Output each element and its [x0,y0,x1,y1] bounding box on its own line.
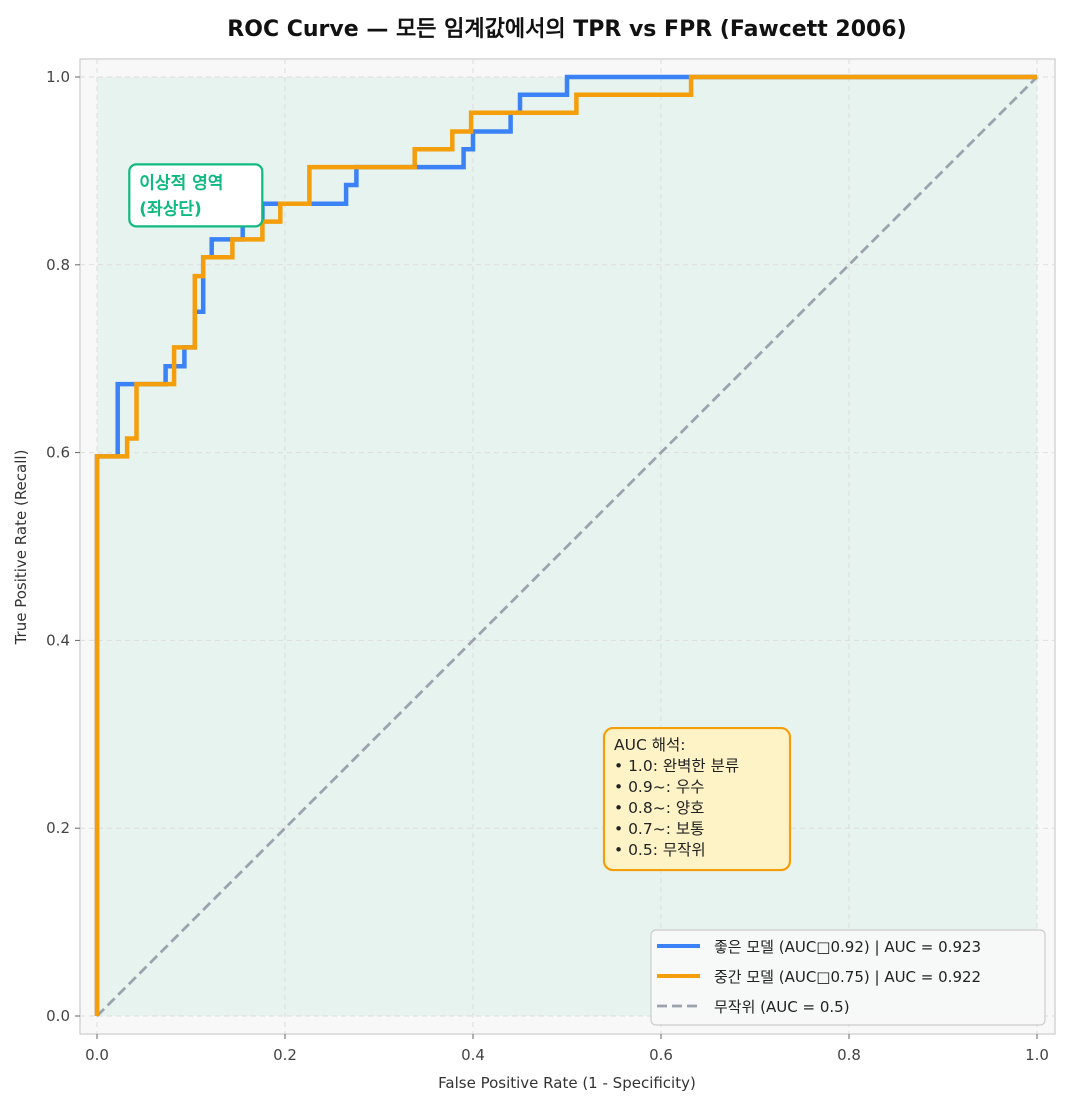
x-tick-label: 0.4 [461,1046,485,1064]
legend: 좋은 모델 (AUC□0.92) | AUC = 0.923 중간 모델 (AU… [650,929,1046,1026]
x-tick-label: 0.6 [649,1046,673,1064]
ticks: 0.0 0.0 0.2 0.2 0.4 0.4 0.6 0.6 0.8 0.8 1.0 1.0 [46,68,1049,1064]
ideal-region-line-2: (좌상단) [139,199,201,219]
auc-note-line-5: • 0.7~: 보통 [614,820,704,838]
auc-note-line-4: • 0.8~: 양호 [614,799,704,817]
auc-interpretation-note: AUC 해석: • 1.0: 완벽한 분류 • 0.9~: 우수 • 0.8~:… [602,726,792,872]
ideal-region-box [128,163,264,228]
x-tick-label: 1.0 [1025,1046,1049,1064]
auc-note-line-1: AUC 해석: [614,736,685,754]
legend-label-good-model: 좋은 모델 (AUC□0.92) | AUC = 0.923 [714,938,981,956]
y-tick-label: 0.2 [46,819,70,837]
ideal-region-line-1: 이상적 영역 [139,173,223,193]
auc-note-line-3: • 0.9~: 우수 [614,778,704,796]
chart-title: ROC Curve — 모든 임계값에서의 TPR vs FPR (Fawcet… [227,17,906,42]
auc-note-line-2: • 1.0: 완벽한 분류 [614,757,739,775]
y-axis-label: True Positive Rate (Recall) [12,450,30,646]
x-tick-label: 0.2 [273,1046,297,1064]
y-tick-label: 0.8 [46,256,70,274]
y-tick-label: 0.4 [46,631,70,649]
x-tick-label: 0.0 [85,1046,109,1064]
auc-note-box [602,726,792,872]
x-axis-label: False Positive Rate (1 - Specificity) [438,1074,696,1092]
y-tick-label: 0.0 [46,1007,70,1025]
ideal-region-callout: 이상적 영역 (좌상단) [128,163,264,228]
x-tick-label: 0.8 [837,1046,861,1064]
y-tick-label: 1.0 [46,68,70,86]
grid [80,59,1055,1034]
auc-note-line-6: • 0.5: 무작위 [614,841,706,859]
random-baseline [96,76,1038,1017]
y-tick-label: 0.6 [46,444,70,462]
legend-label-medium-model: 중간 모델 (AUC□0.75) | AUC = 0.922 [714,968,981,986]
legend-label-random: 무작위 (AUC = 0.5) [714,998,850,1016]
legend-box [650,929,1046,1026]
